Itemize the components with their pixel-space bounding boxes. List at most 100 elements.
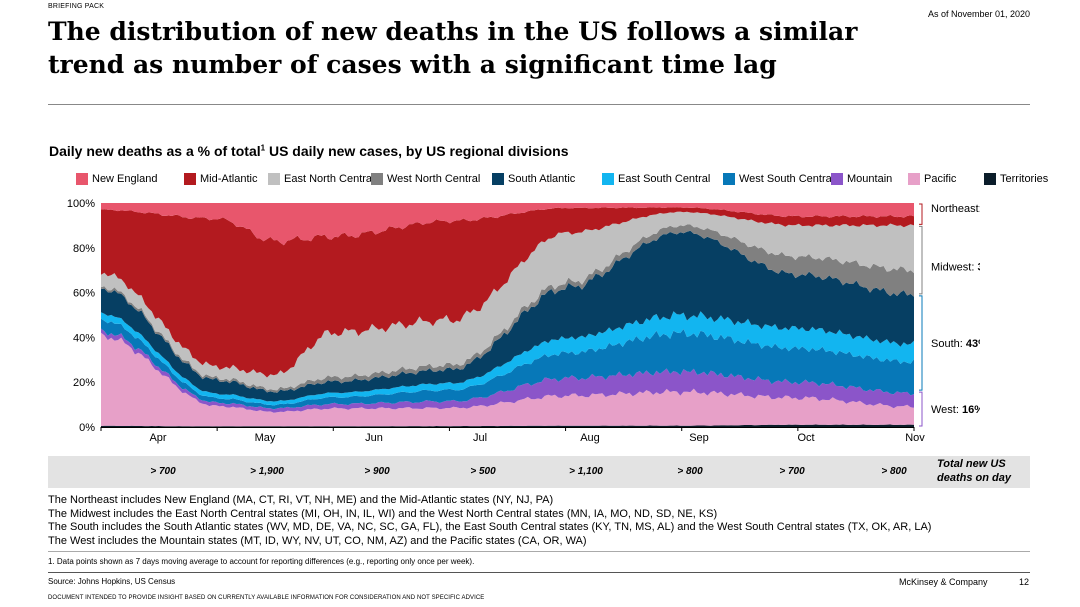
- title-divider: [48, 104, 1030, 105]
- note-midwest: The Midwest includes the East North Cent…: [48, 507, 718, 520]
- total-deaths-value: > 700: [779, 466, 805, 477]
- region-bracket: [919, 391, 923, 427]
- area-pacific: [101, 332, 914, 427]
- legend-swatch: [76, 173, 88, 185]
- area-territories: [101, 424, 914, 427]
- legend-item: South Atlantic: [492, 172, 575, 186]
- legend-label: West South Central: [739, 173, 835, 185]
- note-west: The West includes the Mountain states (M…: [48, 534, 587, 547]
- total-deaths-value: > 1,900: [250, 466, 284, 477]
- legend-swatch: [371, 173, 383, 185]
- legend-swatch: [492, 173, 504, 185]
- legend-swatch: [984, 173, 996, 185]
- stacked-area-chart: 0% 20% 40% 60% 80% 100% Apr May Jun Jul Aug Sep Oct N…: [67, 198, 980, 444]
- x-tick-label: Nov: [905, 432, 925, 444]
- footer-divider: [48, 572, 1030, 573]
- chart-legend: New England Mid-Atlantic East North Centra…: [76, 172, 1048, 186]
- title-line-1: The distribution of new deaths in the US…: [48, 17, 858, 46]
- area-east-north-central: [101, 211, 914, 391]
- legend-label: Mid-Atlantic: [200, 173, 258, 185]
- region-share-value: 16%: [962, 404, 980, 416]
- legend-item: West North Central: [371, 172, 480, 186]
- legend-swatch: [184, 173, 196, 185]
- source-text: Source: Johns Hopkins, US Census: [48, 577, 176, 586]
- subtitle-footnote-marker: 1: [260, 143, 266, 153]
- legend-item: Mountain: [831, 172, 892, 186]
- page-title: The distribution of new deaths in the US…: [48, 15, 928, 81]
- x-tick-label: Apr: [149, 432, 166, 444]
- legend-label: Pacific: [924, 173, 957, 185]
- totals-band: [48, 456, 1030, 488]
- total-deaths-value: > 1,100: [569, 466, 603, 477]
- page-number: 12: [1019, 577, 1030, 587]
- total-deaths-value: > 900: [364, 466, 390, 477]
- region-name: Midwest:: [931, 261, 977, 273]
- y-tick-label: 40%: [73, 332, 95, 344]
- legend-label: Mountain: [847, 173, 893, 185]
- region-name: South:: [931, 338, 966, 350]
- total-deaths-value: > 800: [677, 466, 703, 477]
- y-tick-label: 0%: [79, 422, 95, 434]
- total-deaths-value: > 500: [470, 466, 496, 477]
- region-bracket: [919, 295, 923, 391]
- legend-item: Pacific: [908, 172, 956, 186]
- legend-item: West South Central: [723, 172, 834, 186]
- y-tick-label: 100%: [67, 198, 95, 210]
- region-share-value: 43%: [966, 338, 980, 350]
- y-tick-label: 60%: [73, 288, 95, 300]
- legend-label: East North Central: [284, 173, 375, 185]
- area-mountain: [101, 328, 914, 413]
- legend-swatch: [268, 173, 280, 185]
- area-west-south-central: [101, 318, 914, 410]
- legend-label: West North Central: [387, 173, 481, 185]
- region-share-label: South: 43%: [931, 338, 980, 350]
- footnote-divider: [48, 551, 1030, 552]
- region-share-value: 31%: [977, 261, 980, 273]
- chart-subtitle: Daily new deaths as a % of total1 US dai…: [49, 143, 569, 159]
- legend-item: Mid-Atlantic: [184, 172, 257, 186]
- x-tick-label: May: [255, 432, 276, 444]
- y-tick-label: 20%: [73, 377, 95, 389]
- total-deaths-value: > 800: [881, 466, 907, 477]
- subtitle-text-end: US daily new cases, by US regional divis…: [265, 143, 569, 159]
- briefing-pack-label: BRIEFING PACK: [48, 3, 105, 10]
- region-name: West:: [931, 404, 962, 416]
- x-tick-label: Aug: [580, 432, 600, 444]
- totals-label-line-1: Total new US: [937, 458, 1006, 470]
- legend-swatch: [831, 173, 843, 185]
- legend-item: East South Central: [602, 172, 710, 186]
- x-tick-label: Oct: [797, 432, 814, 444]
- region-bracket: [919, 225, 923, 295]
- note-northeast: The Northeast includes New England (MA, …: [48, 494, 554, 506]
- total-deaths-value: > 700: [150, 466, 176, 477]
- area-south-atlantic: [101, 230, 914, 402]
- area-new-england: [101, 203, 914, 246]
- legend-swatch: [908, 173, 920, 185]
- area-mid-atlantic: [101, 207, 914, 378]
- footnote: 1. Data points shown as 7 days moving av…: [48, 557, 475, 566]
- legend-item: New England: [76, 172, 157, 186]
- region-share-label: Northeast: 10%: [931, 203, 980, 215]
- legend-label: East South Central: [618, 173, 711, 185]
- disclaimer: DOCUMENT INTENDED TO PROVIDE INSIGHT BAS…: [48, 595, 485, 601]
- x-tick-label: Jul: [473, 432, 487, 444]
- region-notes: The Northeast includes New England (MA, …: [48, 494, 1038, 548]
- totals-label-line-2: deaths on day: [937, 472, 1011, 484]
- title-line-2: trend as number of cases with a signific…: [48, 50, 777, 79]
- legend-label: New England: [92, 173, 158, 185]
- legend-item: East North Central: [268, 172, 374, 186]
- legend-label: South Atlantic: [508, 173, 576, 185]
- region-share-label: Midwest: 31%: [931, 261, 980, 273]
- as-of-date: As of November 01, 2020: [927, 9, 1030, 19]
- region-share-label: West: 16%: [931, 404, 980, 416]
- region-bracket: [919, 203, 923, 225]
- legend-label: Territories: [1000, 173, 1049, 185]
- x-tick-label: Sep: [689, 432, 709, 444]
- company-name: McKinsey & Company: [899, 577, 988, 587]
- totals-label: Total new US deaths on day: [937, 457, 1027, 485]
- legend-swatch: [723, 173, 735, 185]
- legend-swatch: [602, 173, 614, 185]
- y-tick-label: 80%: [73, 243, 95, 255]
- legend-item: Territories: [984, 172, 1048, 186]
- region-name: Northeast:: [931, 203, 980, 215]
